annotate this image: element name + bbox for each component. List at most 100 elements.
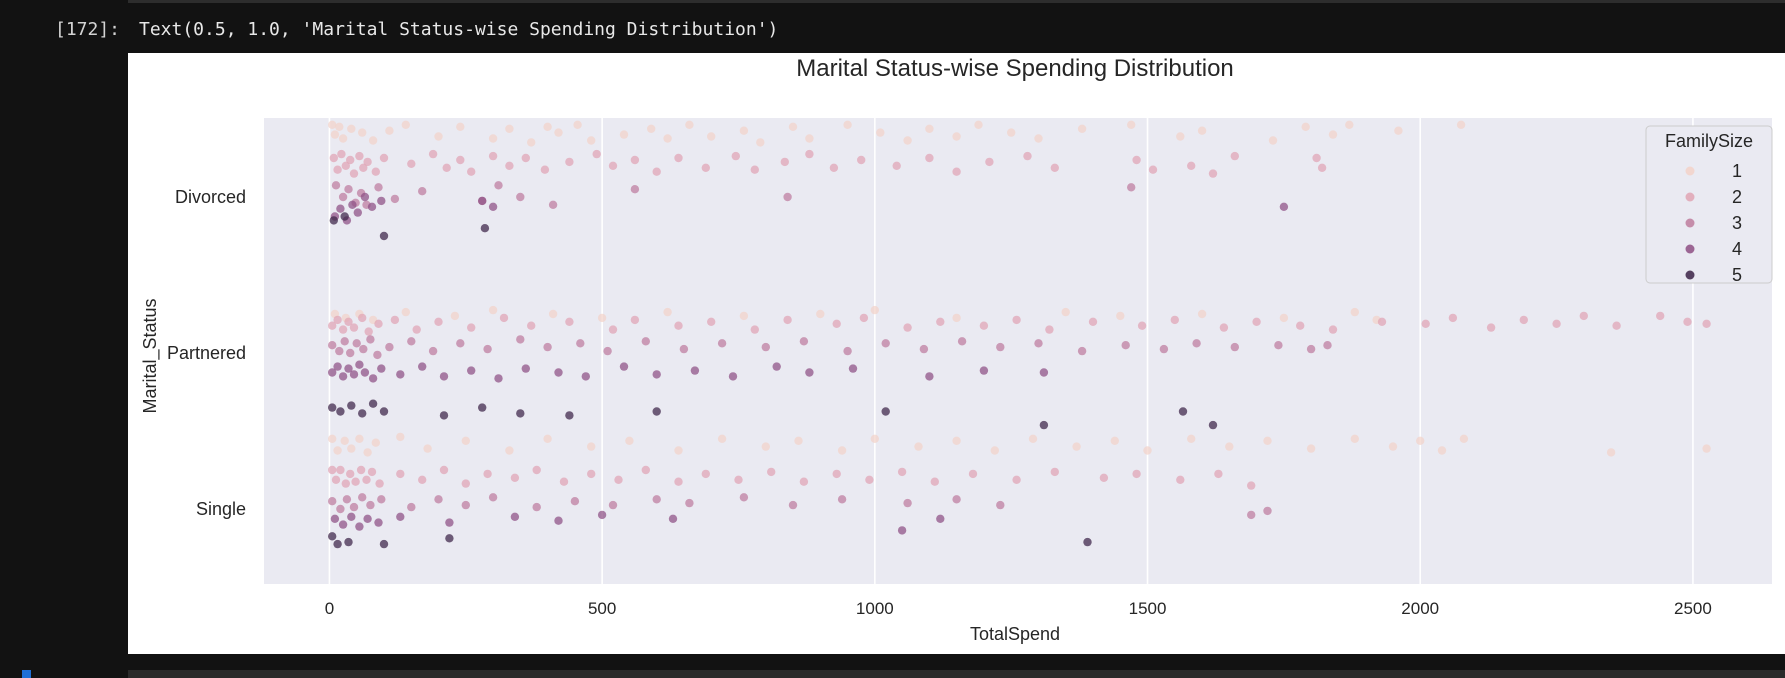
data-point [805, 149, 814, 159]
data-point [799, 477, 809, 486]
data-point [347, 444, 356, 453]
data-point [565, 411, 574, 420]
data-point [1702, 444, 1711, 453]
data-point [1197, 309, 1207, 319]
data-point [442, 163, 451, 172]
data-point [396, 512, 405, 521]
data-point [979, 366, 989, 375]
data-point [843, 346, 852, 356]
data-point [407, 337, 416, 346]
data-point [630, 155, 640, 165]
data-point [1306, 344, 1316, 354]
data-point [401, 120, 410, 129]
data-point [767, 467, 776, 477]
x-tick-label: 2000 [1401, 599, 1439, 618]
data-point [461, 479, 470, 488]
data-point [505, 161, 514, 170]
cell-output-text: Text(0.5, 1.0, 'Marital Status-wise Spen… [139, 19, 779, 40]
data-point [1099, 473, 1109, 482]
data-point [407, 502, 416, 512]
data-point [663, 134, 672, 143]
data-point [377, 196, 386, 206]
data-point [1350, 434, 1360, 443]
data-point [816, 309, 825, 319]
data-point [516, 192, 525, 202]
data-point [990, 446, 999, 455]
data-point [1039, 420, 1049, 430]
data-point [344, 537, 353, 547]
y-tick-label: Divorced [175, 187, 246, 207]
data-point [328, 120, 337, 129]
data-point [521, 153, 530, 163]
data-point [865, 475, 874, 484]
data-point [783, 315, 792, 325]
data-point [456, 122, 465, 131]
data-point [1437, 446, 1447, 455]
data-point [532, 502, 541, 512]
data-point [832, 469, 841, 479]
x-tick-label: 2500 [1674, 599, 1712, 618]
data-point [351, 477, 360, 486]
data-point [390, 194, 400, 204]
data-point [338, 134, 348, 143]
data-point [336, 504, 345, 514]
data-point [1148, 165, 1158, 174]
data-point [428, 149, 438, 159]
data-point [445, 518, 454, 527]
data-point [1459, 434, 1469, 443]
data-point [1377, 317, 1387, 326]
data-point [805, 134, 814, 143]
data-point [1127, 120, 1136, 129]
data-point [859, 313, 869, 323]
data-point [336, 204, 345, 213]
data-point [952, 436, 961, 445]
legend-label: 5 [1732, 265, 1742, 285]
data-point [881, 407, 890, 416]
data-point [1077, 346, 1087, 356]
data-point [679, 344, 689, 354]
data-point [418, 187, 427, 196]
data-point [407, 159, 416, 168]
data-point [783, 192, 792, 202]
data-point [570, 497, 580, 506]
data-point [1012, 475, 1021, 484]
x-tick-labels: 0 500 1000 1500 2000 2500 [325, 599, 1712, 618]
data-point [1394, 126, 1403, 135]
data-point [434, 132, 443, 141]
data-point [331, 181, 341, 190]
data-point [1050, 163, 1059, 172]
data-point [348, 200, 357, 209]
data-point [371, 167, 380, 176]
data-point [379, 539, 389, 549]
data-point [1263, 436, 1272, 445]
data-point [456, 339, 465, 348]
data-point [344, 364, 353, 373]
data-point [488, 151, 498, 161]
data-point [1132, 155, 1141, 165]
data-point [1421, 319, 1430, 328]
data-point [1214, 469, 1223, 479]
data-point [996, 500, 1005, 510]
data-point [919, 344, 929, 354]
data-point [1034, 134, 1043, 143]
data-point [373, 350, 382, 360]
figure-output: 0 500 1000 1500 2000 2500 Divorced Partnered Si… [128, 53, 1785, 654]
data-point [1416, 436, 1425, 445]
data-point [1110, 436, 1119, 445]
data-point [652, 167, 661, 176]
data-point [328, 321, 337, 330]
data-point [333, 315, 342, 325]
data-point [1230, 342, 1240, 352]
data-point [576, 339, 585, 348]
plot-area [264, 118, 1772, 584]
data-point [340, 436, 349, 445]
data-point [750, 165, 759, 174]
data-point [739, 493, 749, 502]
data-point [914, 442, 923, 451]
data-point [396, 370, 405, 379]
data-point [1486, 323, 1496, 332]
data-point [367, 202, 377, 211]
data-point [335, 122, 344, 131]
data-point [346, 348, 355, 358]
data-point [505, 446, 514, 455]
